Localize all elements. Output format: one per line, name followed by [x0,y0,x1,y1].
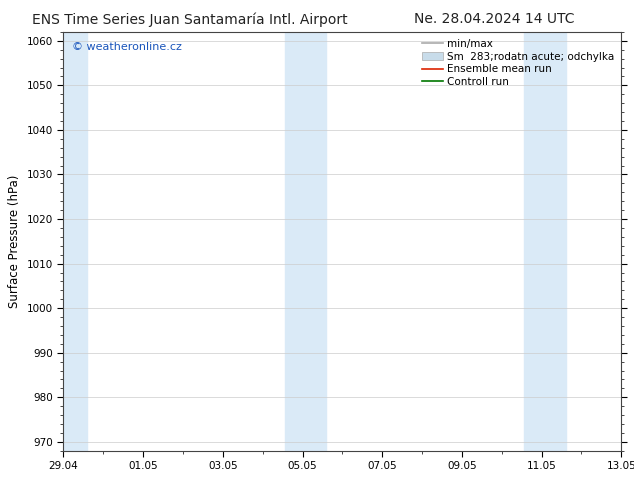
Y-axis label: Surface Pressure (hPa): Surface Pressure (hPa) [8,174,21,308]
Legend: min/max, Sm  283;rodatn acute; odchylka, Ensemble mean run, Controll run: min/max, Sm 283;rodatn acute; odchylka, … [420,37,616,89]
Text: ENS Time Series Juan Santamaría Intl. Airport: ENS Time Series Juan Santamaría Intl. Ai… [32,12,348,27]
Bar [524,32,566,451]
Text: Ne. 28.04.2024 14 UTC: Ne. 28.04.2024 14 UTC [414,12,575,26]
Bar [285,32,327,451]
Bar [61,32,87,451]
Text: © weatheronline.cz: © weatheronline.cz [72,42,182,52]
